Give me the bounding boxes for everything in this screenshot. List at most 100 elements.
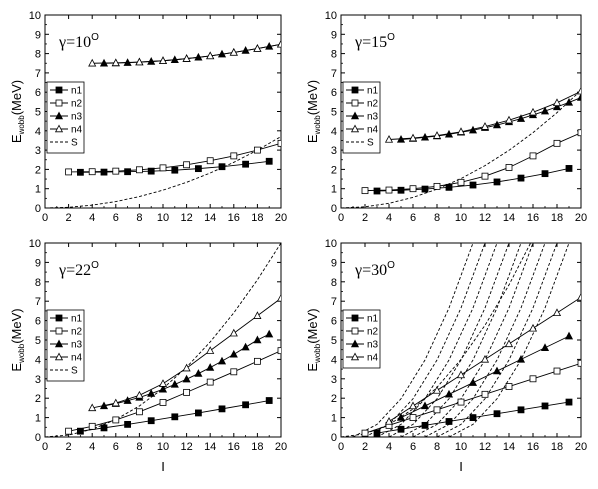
curve-c4 [388, 243, 510, 437]
x-axis-title: I [161, 459, 165, 474]
x-tick-label: 18 [251, 441, 263, 453]
y-tick-label: 8 [331, 49, 337, 61]
point-n1 [565, 398, 573, 406]
series-line-n3 [400, 335, 570, 419]
legend-marker-n2 [55, 99, 63, 107]
legend-box [342, 81, 381, 154]
point-n1 [147, 417, 155, 425]
point-n4 [229, 47, 238, 56]
point-n1 [541, 170, 549, 178]
x-tick-label: 6 [113, 441, 119, 453]
point-n4 [88, 58, 97, 67]
y-tick-label: 1 [331, 184, 337, 196]
point-n2 [577, 129, 581, 137]
legend-label-n3: n3 [71, 112, 83, 123]
x-tick-label: 16 [228, 212, 240, 224]
legend: n1 n2 n3 n4 S [342, 81, 381, 154]
point-n4 [432, 385, 442, 394]
y-axis-title: Ewobb(MeV) [305, 308, 322, 371]
point-n3 [396, 413, 406, 421]
y-tick-label: 5 [331, 107, 337, 119]
point-n3 [182, 374, 191, 383]
point-n1 [541, 402, 549, 410]
legend-marker-n3 [350, 339, 360, 348]
y-axis-title: Ewobb(MeV) [9, 308, 26, 371]
point-n4 [480, 122, 490, 130]
x-tick-label: 20 [575, 212, 587, 224]
point-n1 [397, 186, 405, 194]
point-n2 [183, 388, 191, 396]
point-n4 [276, 293, 281, 302]
point-n3 [564, 97, 574, 106]
y-tick-label: 10 [29, 238, 41, 250]
point-n1 [218, 405, 226, 413]
legend-label-n3: n3 [71, 340, 83, 351]
legend-label-n1: n1 [367, 314, 379, 325]
x-tick-label: 2 [66, 212, 72, 224]
gamma-annotation: γ=30O [354, 260, 395, 279]
point-n1 [77, 427, 84, 435]
legend-label-n2: n2 [367, 327, 379, 338]
chart-panel-3: 0 2 4 6 8 10 12 14 16 18 20012345678910Ewobb(MeV)I… [9, 238, 287, 474]
gamma-annotation: γ=10O [58, 32, 99, 51]
curve-c8 [436, 243, 558, 437]
point-n1 [194, 165, 202, 173]
point-n1 [445, 418, 453, 425]
legend-marker-n3 [54, 111, 64, 120]
point-n2 [553, 367, 561, 375]
y-tick-label: 0 [331, 432, 337, 444]
point-n2 [277, 139, 281, 147]
x-tick-label: 16 [228, 441, 240, 453]
point-n1 [397, 425, 405, 433]
y-tick-label: 4 [331, 126, 337, 138]
y-tick-label: 2 [331, 393, 337, 405]
point-n4 [576, 292, 581, 301]
y-tick-label: 2 [35, 393, 41, 405]
point-n2 [481, 390, 489, 398]
point-n1 [493, 178, 501, 186]
point-n2 [529, 375, 537, 383]
point-n2 [361, 429, 369, 437]
plot-area [45, 243, 281, 437]
x-tick-label: 16 [527, 212, 539, 224]
point-n3 [516, 354, 526, 363]
y-tick-label: 5 [35, 107, 41, 119]
x-tick-label: 8 [434, 212, 440, 224]
x-tick-label: 18 [551, 441, 563, 453]
y-tick-label: 5 [35, 335, 41, 347]
point-n4 [408, 133, 418, 142]
point-n2 [135, 408, 143, 416]
legend-label-n2: n2 [71, 327, 83, 338]
point-n1 [517, 406, 525, 414]
point-n1 [100, 168, 108, 176]
x-tick-label: 10 [157, 441, 169, 453]
legend-marker-n1 [55, 314, 63, 322]
point-n4 [158, 379, 168, 387]
legend-label-n2: n2 [367, 99, 379, 110]
point-n3 [170, 379, 179, 388]
legend-marker-n2 [351, 99, 359, 107]
point-n2 [135, 166, 143, 174]
legend-marker-n4 [54, 352, 64, 361]
point-n2 [253, 146, 261, 154]
point-n4 [88, 403, 97, 412]
x-tick-label: 10 [157, 212, 169, 224]
point-n4 [552, 98, 562, 107]
series-line-n2 [364, 132, 581, 192]
x-axis-title: I [459, 459, 463, 474]
point-n4 [253, 311, 262, 319]
point-n2 [409, 414, 417, 422]
point-n4 [480, 354, 490, 363]
y-tick-label: 6 [35, 316, 41, 328]
legend-label-n1: n1 [367, 86, 379, 97]
series-line-n2 [68, 350, 281, 432]
legend-marker-n1 [55, 86, 63, 94]
point-n4 [408, 401, 418, 410]
legend-marker-n2 [351, 327, 359, 335]
series-line-n2 [364, 362, 581, 434]
point-n4 [182, 363, 191, 372]
legend-marker-n4 [54, 124, 64, 133]
y-tick-label: 3 [331, 145, 337, 157]
x-tick-label: 12 [479, 441, 491, 453]
